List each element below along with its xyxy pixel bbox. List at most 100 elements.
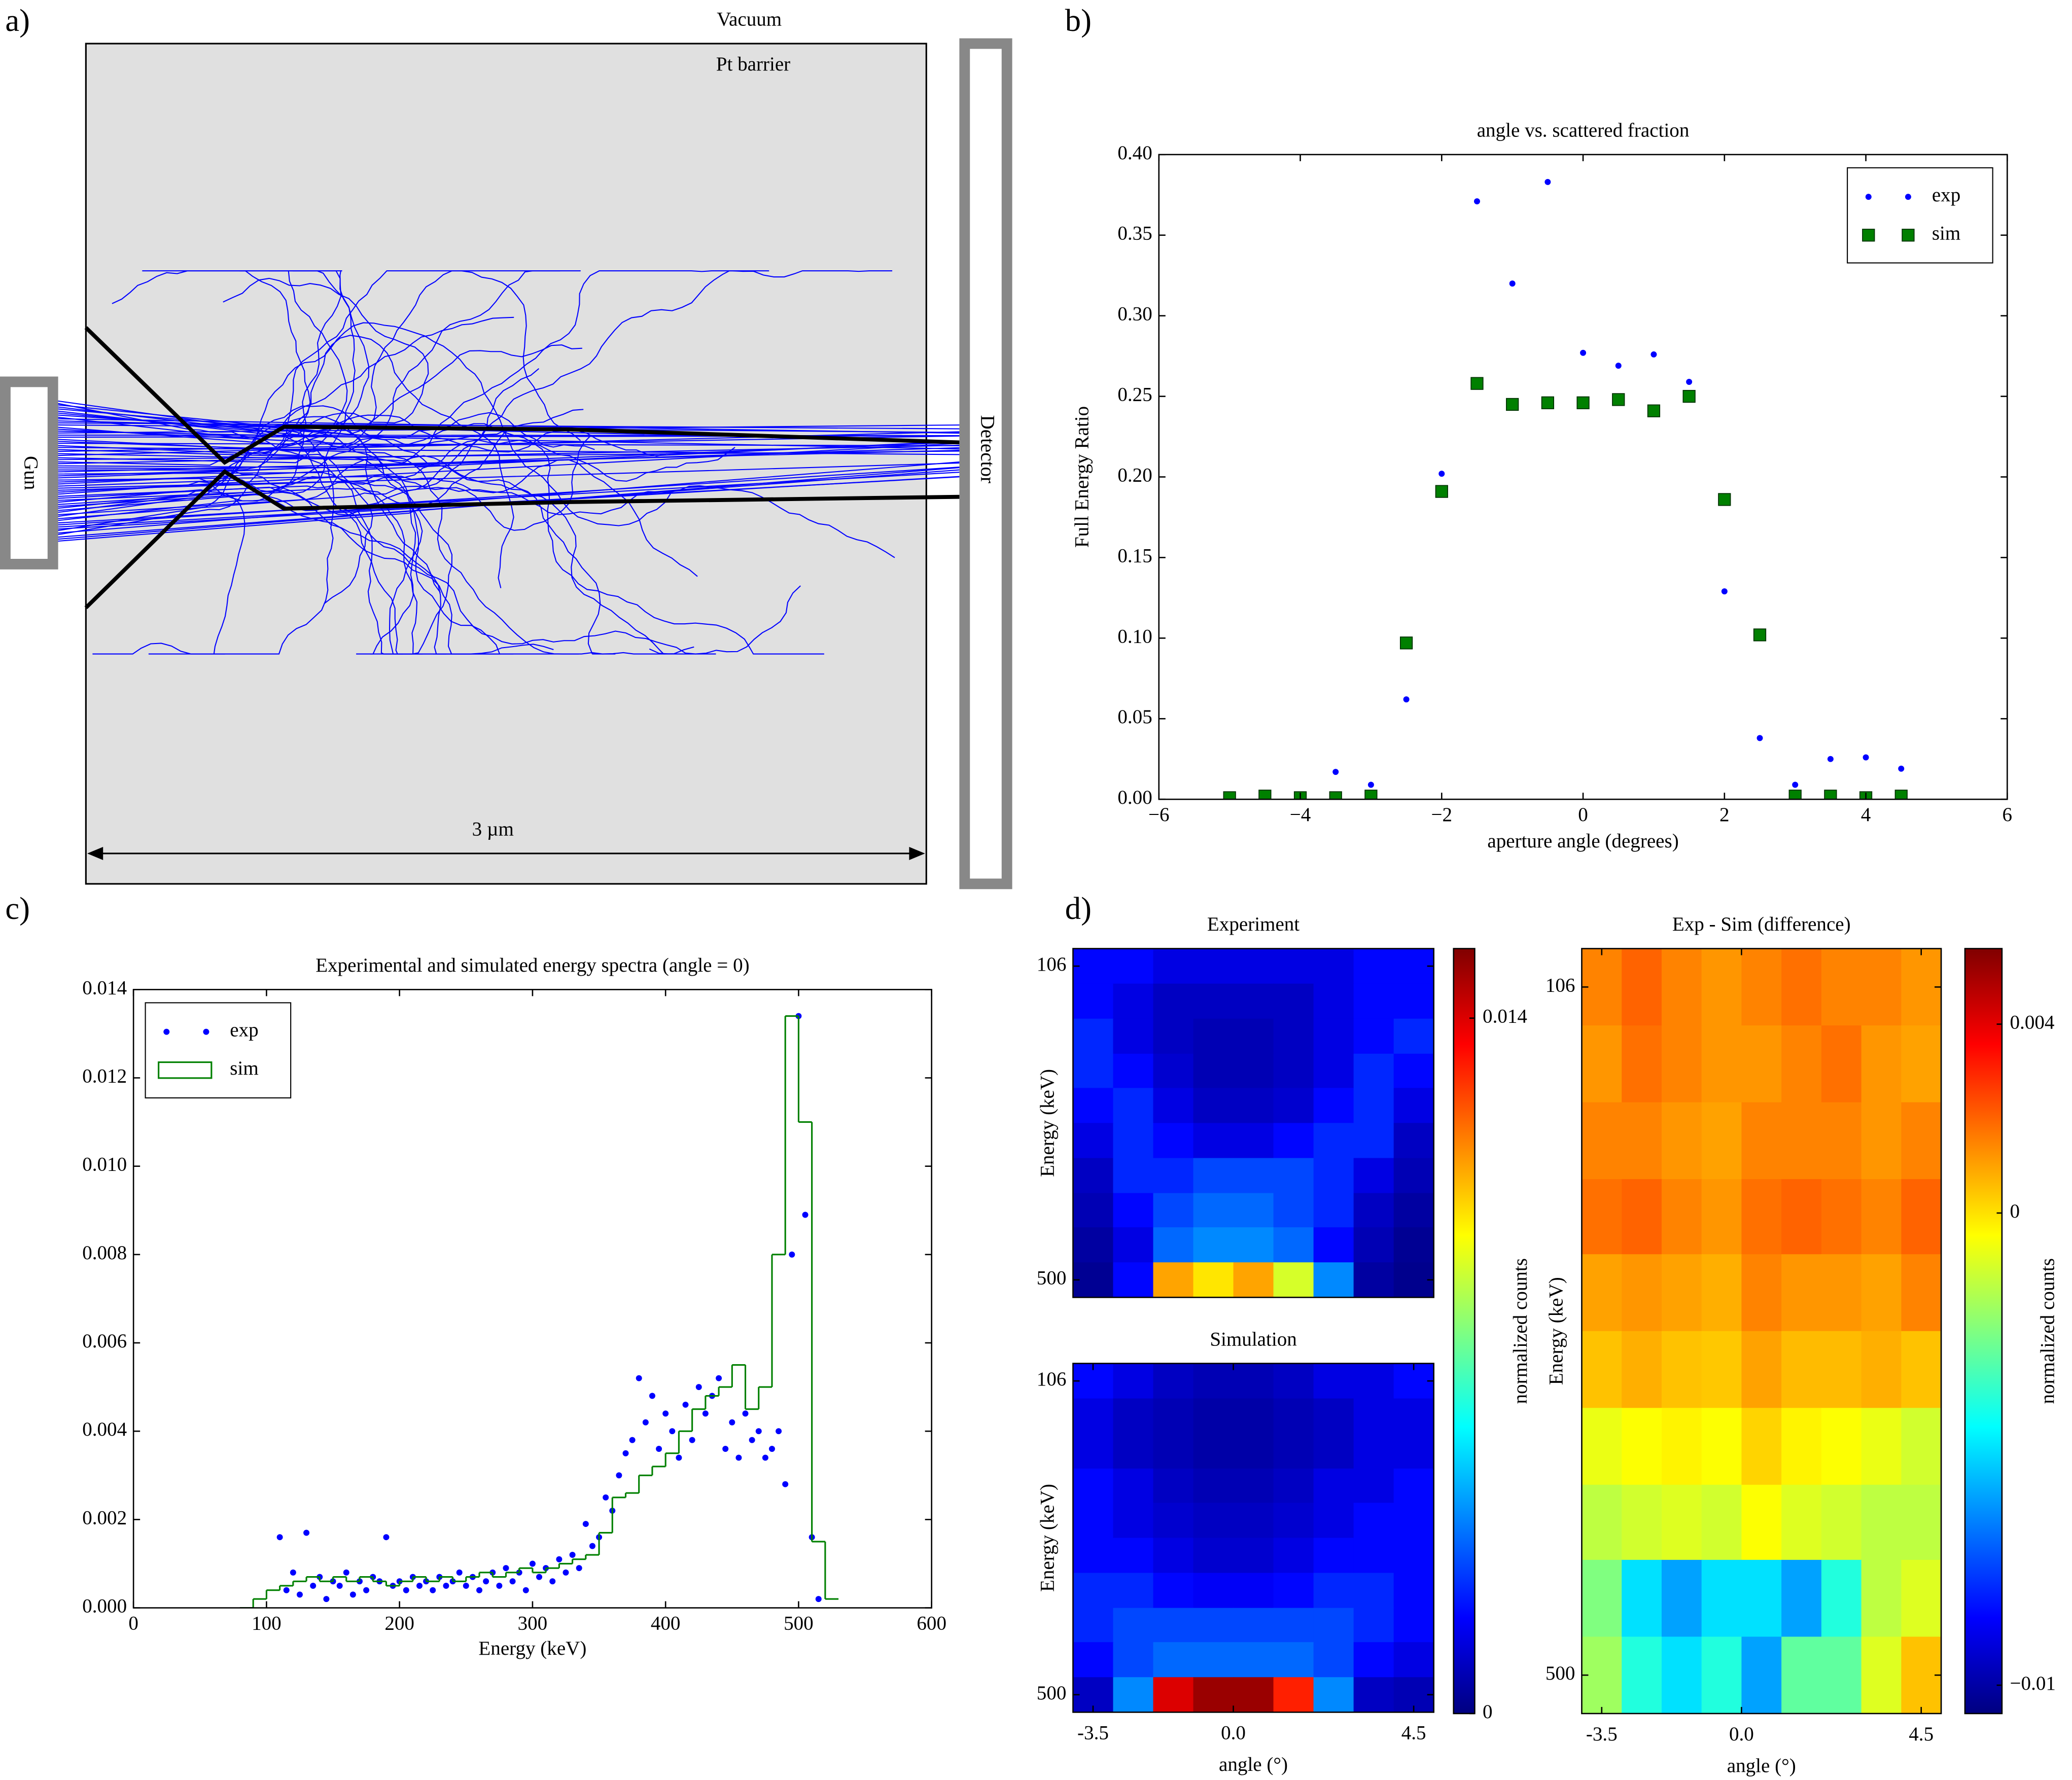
plot-area bbox=[1073, 948, 1434, 1298]
x-tick-label: 6 bbox=[2003, 804, 2013, 826]
point bbox=[556, 1556, 563, 1562]
heat-cell bbox=[1073, 1538, 1114, 1574]
trajectory bbox=[53, 316, 514, 433]
point bbox=[742, 1410, 749, 1417]
x-tick-label: 4 bbox=[1861, 804, 1871, 826]
square-point bbox=[1718, 493, 1731, 506]
heat-cell bbox=[1073, 1193, 1114, 1229]
heat-cell bbox=[1861, 1636, 1902, 1714]
y-tick-label: 0.012 bbox=[82, 1065, 127, 1087]
heat-cell bbox=[1582, 1102, 1623, 1180]
square-point bbox=[1541, 396, 1555, 409]
point bbox=[549, 1578, 556, 1585]
x-tick-label: −2 bbox=[1431, 804, 1453, 826]
heat-cell bbox=[1073, 983, 1114, 1020]
heat-cell bbox=[1313, 1468, 1354, 1505]
heat-cell bbox=[1113, 1538, 1154, 1574]
heat-cell bbox=[1393, 1573, 1434, 1609]
heat-cell bbox=[1273, 1053, 1314, 1090]
heat-cell bbox=[1821, 1102, 1862, 1180]
legend-label: exp bbox=[230, 1019, 258, 1041]
heat-cell bbox=[1273, 1642, 1314, 1678]
heat-cell bbox=[1821, 1179, 1862, 1257]
point bbox=[536, 1574, 543, 1580]
heat-cell bbox=[1193, 1053, 1234, 1090]
heat-cell bbox=[1582, 1408, 1623, 1486]
point bbox=[430, 1587, 436, 1593]
heat-cell bbox=[1113, 1468, 1154, 1505]
panel-label: a) bbox=[5, 3, 30, 38]
y-tick-label: 0.25 bbox=[1117, 384, 1152, 406]
x-tick-label: 2 bbox=[1719, 804, 1730, 826]
heat-cell bbox=[1113, 1503, 1154, 1539]
point bbox=[1544, 179, 1551, 185]
gun bbox=[0, 376, 58, 569]
y-tick-label: 0.20 bbox=[1117, 464, 1152, 486]
point bbox=[616, 1472, 622, 1479]
point bbox=[729, 1419, 735, 1426]
trajectory bbox=[53, 428, 453, 655]
y-tick-label: 0.40 bbox=[1117, 142, 1152, 164]
legend-box bbox=[145, 1002, 292, 1098]
heat-cell bbox=[1741, 948, 1782, 1026]
heat-cell bbox=[1193, 1573, 1234, 1609]
heat-cell bbox=[1393, 1642, 1434, 1678]
heat-cell bbox=[1353, 983, 1394, 1020]
trajectory bbox=[53, 440, 965, 485]
x-tick-label: 0.0 bbox=[1221, 1722, 1246, 1744]
point bbox=[716, 1375, 722, 1381]
y-tick-label: 0.002 bbox=[82, 1507, 127, 1528]
point bbox=[702, 1410, 709, 1417]
heat-cell bbox=[1393, 1018, 1434, 1055]
point bbox=[483, 1578, 489, 1585]
colorbar bbox=[1964, 948, 2003, 1715]
heat-cell bbox=[1273, 1468, 1314, 1505]
heat-cell bbox=[1073, 1088, 1114, 1124]
heat-cell bbox=[1741, 1179, 1782, 1257]
heat-cell bbox=[1861, 1025, 1902, 1103]
heat-cell bbox=[1353, 1677, 1394, 1713]
heat-cell bbox=[1193, 1398, 1234, 1435]
y-tick-label: 106 bbox=[1037, 953, 1067, 975]
heat-cell bbox=[1193, 1608, 1234, 1644]
heat-cell bbox=[1901, 1179, 1942, 1257]
panel-label: b) bbox=[1065, 3, 1092, 38]
heat-cell bbox=[1313, 1433, 1354, 1470]
plot-area bbox=[239, 1013, 839, 1608]
heat-cell bbox=[1393, 1123, 1434, 1159]
heat-cell bbox=[1701, 1636, 1742, 1714]
point bbox=[1367, 781, 1374, 788]
heat-cell bbox=[1901, 1102, 1942, 1180]
heat-cell bbox=[1821, 1331, 1862, 1409]
x-tick-label: 4.5 bbox=[1909, 1723, 1934, 1745]
heat-cell bbox=[1741, 1484, 1782, 1562]
heat-cell bbox=[1153, 1503, 1194, 1539]
trajectory bbox=[53, 439, 735, 485]
heat-cell bbox=[1193, 948, 1234, 984]
point bbox=[676, 1454, 682, 1461]
point bbox=[1863, 754, 1869, 761]
heat-cell bbox=[1313, 1227, 1354, 1263]
heat-cell bbox=[1233, 1468, 1274, 1505]
point bbox=[629, 1437, 636, 1443]
trajectory bbox=[53, 270, 893, 469]
heat-cell bbox=[1073, 1227, 1114, 1263]
heat-cell bbox=[1781, 1484, 1822, 1562]
heat-cell bbox=[1582, 1636, 1623, 1714]
square-point bbox=[1470, 377, 1484, 390]
heat-cell bbox=[1233, 1262, 1274, 1298]
point bbox=[776, 1428, 782, 1435]
heat-cell bbox=[1113, 1433, 1154, 1470]
heat-cell bbox=[1353, 1227, 1394, 1263]
legend-marker bbox=[203, 1028, 209, 1035]
y-tick-label: 500 bbox=[1037, 1267, 1067, 1289]
heat-cell bbox=[1313, 1193, 1354, 1229]
heat-cell bbox=[1193, 1503, 1234, 1539]
square-point bbox=[1647, 404, 1661, 417]
heat-cell bbox=[1622, 1025, 1663, 1103]
scale-label: 3 µm bbox=[472, 818, 514, 840]
point bbox=[509, 1578, 516, 1585]
heat-cell bbox=[1193, 1262, 1234, 1298]
detector bbox=[959, 38, 1012, 889]
